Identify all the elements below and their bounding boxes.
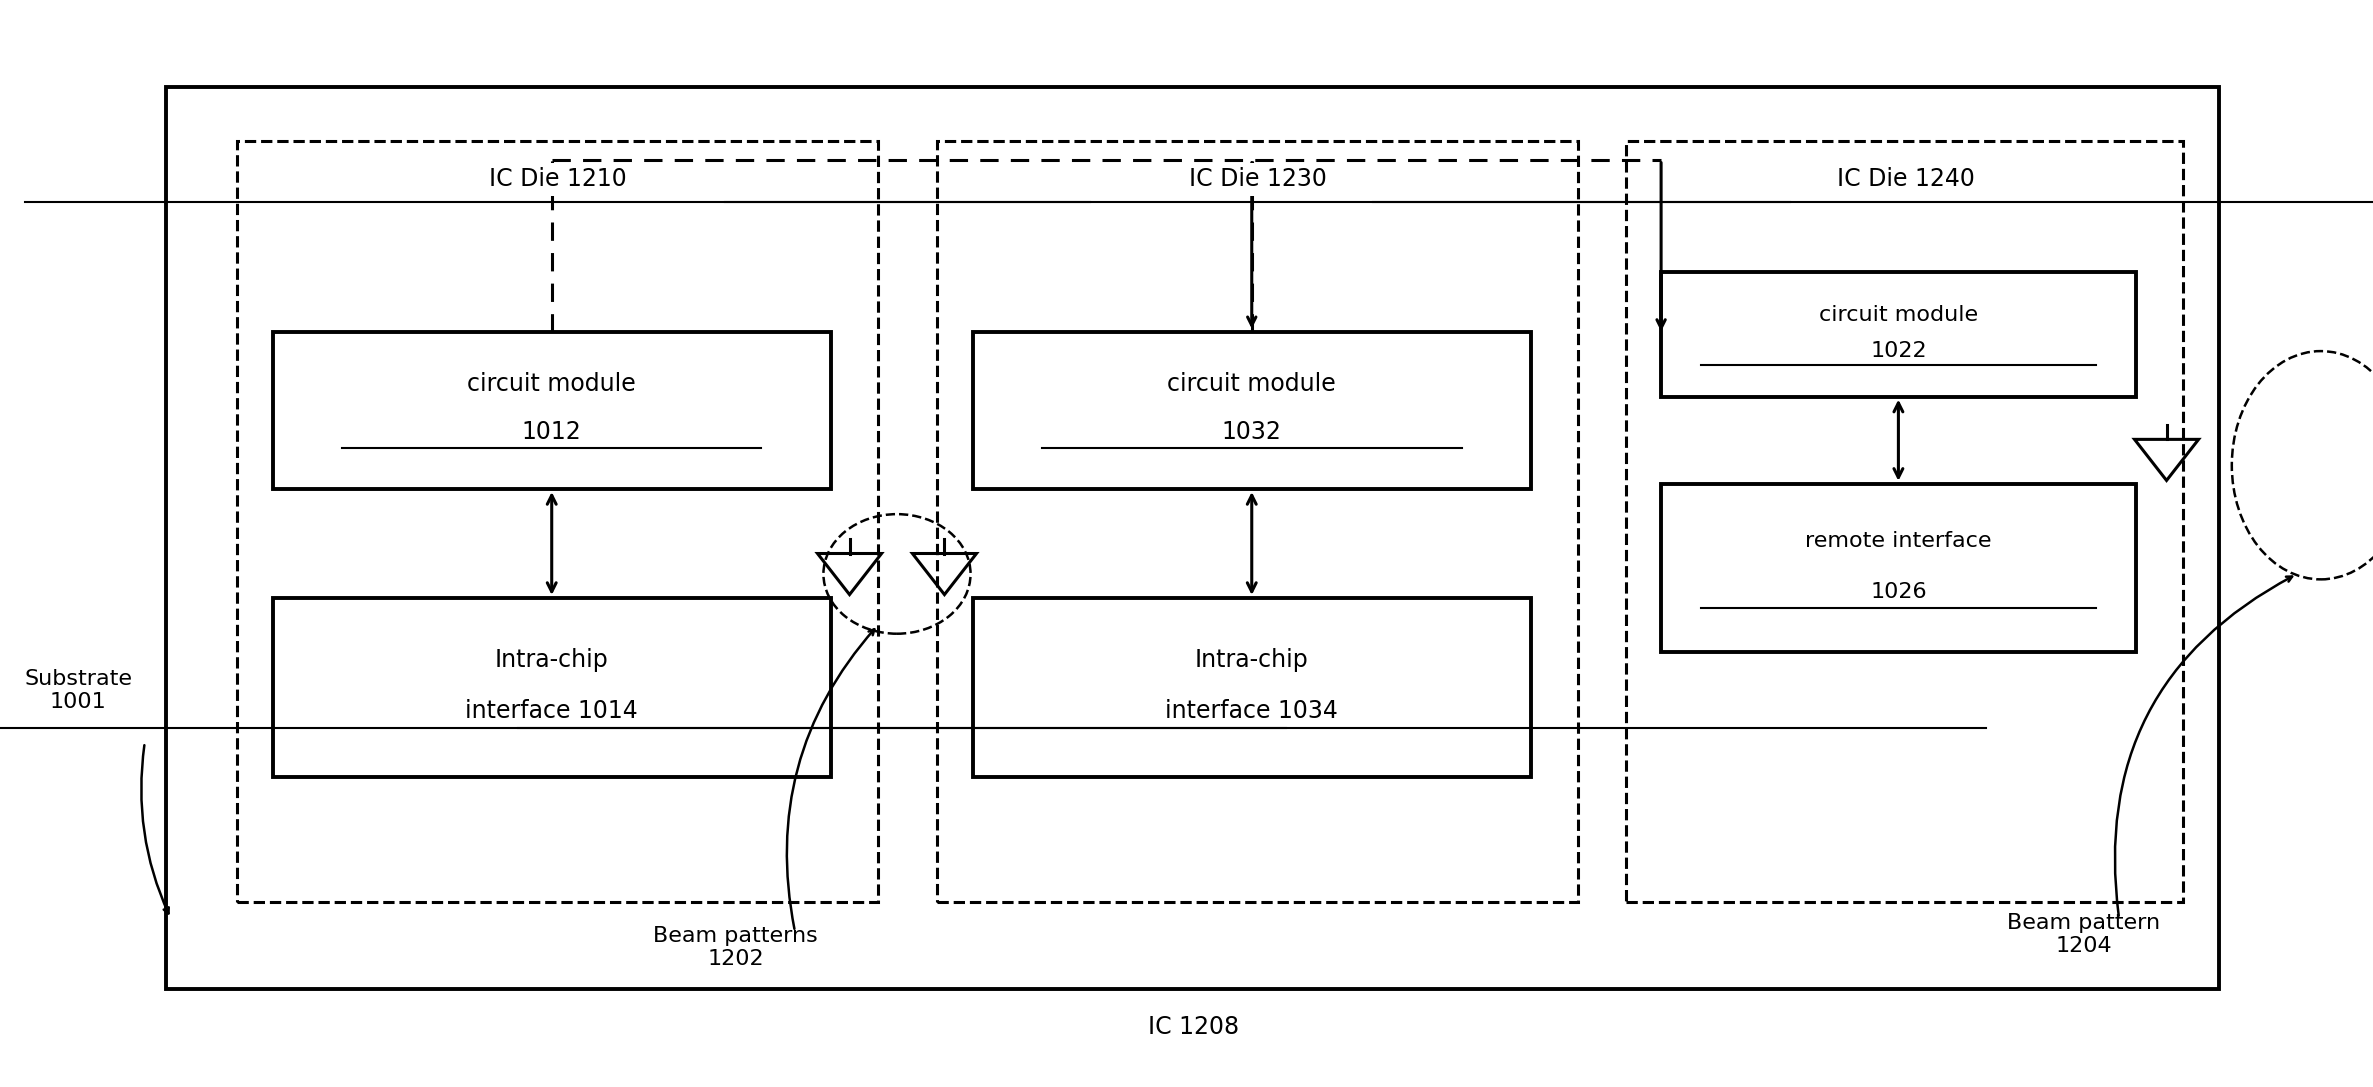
Text: IC Die 1240: IC Die 1240 bbox=[1837, 167, 1974, 191]
Text: Intra-chip: Intra-chip bbox=[1196, 648, 1308, 673]
Bar bbox=[1661, 272, 2136, 397]
Text: 1026: 1026 bbox=[1870, 582, 1927, 602]
Bar bbox=[166, 87, 2219, 989]
Bar bbox=[1661, 484, 2136, 652]
Text: Substrate
1001: Substrate 1001 bbox=[24, 669, 133, 712]
Text: Beam patterns
1202: Beam patterns 1202 bbox=[653, 926, 819, 970]
Text: 1012: 1012 bbox=[522, 420, 581, 445]
Bar bbox=[973, 332, 1531, 489]
Bar bbox=[273, 598, 831, 777]
Text: circuit module: circuit module bbox=[1818, 304, 1979, 325]
Text: circuit module: circuit module bbox=[467, 372, 636, 397]
Bar bbox=[973, 598, 1531, 777]
Bar bbox=[237, 141, 878, 902]
Text: IC 1208: IC 1208 bbox=[1149, 1015, 1239, 1039]
Text: interface 1014: interface 1014 bbox=[465, 699, 638, 724]
Text: IC Die 1210: IC Die 1210 bbox=[489, 167, 626, 191]
Bar bbox=[1626, 141, 2183, 902]
Text: 1032: 1032 bbox=[1222, 420, 1281, 445]
Bar bbox=[273, 332, 831, 489]
Text: IC Die 1230: IC Die 1230 bbox=[1189, 167, 1327, 191]
Bar bbox=[937, 141, 1578, 902]
Text: Intra-chip: Intra-chip bbox=[496, 648, 607, 673]
Text: 1022: 1022 bbox=[1870, 340, 1927, 361]
Text: remote interface: remote interface bbox=[1806, 530, 1991, 551]
Text: Beam pattern
1204: Beam pattern 1204 bbox=[2008, 913, 2159, 957]
Text: circuit module: circuit module bbox=[1168, 372, 1336, 397]
Text: interface 1034: interface 1034 bbox=[1165, 699, 1338, 724]
